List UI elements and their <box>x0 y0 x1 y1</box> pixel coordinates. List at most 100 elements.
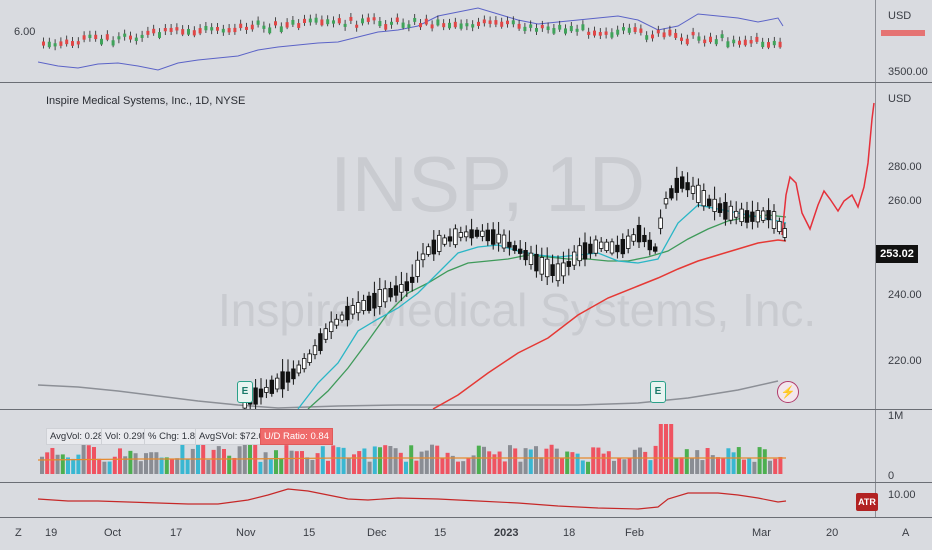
candle-body <box>328 321 334 333</box>
axis-left-letter[interactable]: Z <box>15 527 22 539</box>
volume-bar <box>227 455 232 474</box>
comparison-candle-body <box>146 30 150 35</box>
candle-body <box>382 288 388 303</box>
candle-body <box>528 252 534 265</box>
lightning-event-icon[interactable]: ⚡ <box>777 381 799 403</box>
atr-indicator-badge[interactable]: ATR <box>856 493 878 511</box>
pane-separator[interactable] <box>0 82 932 83</box>
volume-bar <box>684 449 689 474</box>
candle-body <box>631 234 636 242</box>
volume-bar <box>112 456 117 474</box>
axis-right-letter[interactable]: A <box>902 527 910 539</box>
comparison-candle-body <box>691 31 695 36</box>
time-axis[interactable]: Z A <box>0 518 932 550</box>
comparison-candle-body <box>158 32 161 38</box>
comparison-axis: USD 3500.00 <box>875 0 932 82</box>
volume-bar <box>331 445 336 474</box>
time-axis-label: 15 <box>434 527 447 539</box>
candle-body <box>696 184 701 203</box>
volume-bar <box>456 461 460 474</box>
candle-body <box>463 231 469 238</box>
candle-body <box>426 246 431 255</box>
comparison-candle-body <box>245 26 248 30</box>
volume-bar <box>487 451 492 474</box>
candle-body <box>280 371 285 390</box>
volume-bar <box>300 451 304 474</box>
volume-bar <box>627 458 632 474</box>
price-pane[interactable]: INSP, 1D Inspire Medical Systems, Inc. I… <box>0 83 932 409</box>
comparison-pane[interactable]: 6.00 USD 3500.00 <box>0 0 932 82</box>
price-axis-label: 220.00 <box>888 355 922 367</box>
chart-title[interactable]: Inspire Medical Systems, Inc., 1D, NYSE <box>46 95 246 107</box>
avg-volume-tag: AvgVol: 0.28M <box>46 428 116 445</box>
comparison-candle-body <box>610 32 614 38</box>
volume-bar <box>476 445 481 474</box>
comparison-candle-body <box>256 20 260 25</box>
volume-bar <box>279 458 284 474</box>
comparison-candle-body <box>743 39 747 46</box>
comparison-axis-currency: USD <box>888 10 912 22</box>
volume-bar <box>284 445 289 474</box>
comparison-candle-body <box>47 41 51 48</box>
volume-bar <box>664 424 668 474</box>
volume-bar <box>237 446 242 474</box>
atr-pane[interactable]: 10.00 <box>0 483 932 517</box>
candle-body <box>642 234 647 243</box>
pane-separator[interactable] <box>0 409 932 410</box>
candle-body <box>712 198 717 212</box>
comparison-candle-body <box>500 21 504 27</box>
pane-separator[interactable] <box>0 482 932 483</box>
volume-bar <box>716 457 720 474</box>
volume-bar <box>450 455 455 474</box>
comparison-candle-body <box>639 28 643 33</box>
comparison-candle-body <box>94 34 98 40</box>
volume-pane[interactable]: AvgVol: 0.28M Vol: 0.29M % Chg: 1.89% Av… <box>0 410 932 482</box>
volume-bar <box>357 451 362 474</box>
candle-body <box>474 229 480 237</box>
volume-bar <box>50 447 55 474</box>
time-axis-label: 20 <box>826 527 839 539</box>
earnings-badge[interactable]: E <box>650 381 666 403</box>
candle-body <box>566 261 571 267</box>
comparison-candle-body <box>291 19 295 25</box>
comparison-candle-body <box>163 28 167 32</box>
candle-body <box>269 379 274 394</box>
candle-body <box>593 239 598 254</box>
time-axis-label: 19 <box>45 527 58 539</box>
comparison-candle-body <box>697 36 701 41</box>
volume-bar <box>185 458 190 474</box>
candle-body <box>609 241 615 254</box>
volume-bar <box>71 458 76 474</box>
candle-body <box>496 233 501 244</box>
volume-bar <box>424 450 429 474</box>
volume-bar <box>341 447 346 474</box>
candle-body <box>485 229 490 242</box>
comparison-candle-body <box>772 40 776 46</box>
candle-body <box>490 229 496 245</box>
candle-body <box>539 257 544 275</box>
earnings-badge[interactable]: E <box>237 381 253 403</box>
volume-bar <box>45 452 50 474</box>
candle-body <box>409 276 415 283</box>
volume-bar <box>632 449 637 474</box>
volume-bar <box>378 447 382 474</box>
comparison-candle-body <box>390 21 393 25</box>
comparison-candle-body <box>506 20 509 25</box>
candle-body <box>420 253 426 261</box>
volume-bar <box>580 460 585 474</box>
candle-body <box>404 281 409 292</box>
comparison-axis-marker <box>881 30 925 36</box>
volume-bar <box>253 434 258 474</box>
volume-bar <box>565 451 570 474</box>
candle-body <box>680 176 685 189</box>
volume-bar <box>768 460 772 474</box>
candle-body <box>323 328 328 340</box>
candle-body <box>674 177 679 193</box>
price-axis[interactable]: USD 280.00 260.00 240.00 220.00 <box>875 83 932 409</box>
candle-body <box>615 244 620 253</box>
comparison-candle-body <box>343 23 347 27</box>
price-chart[interactable] <box>38 83 875 409</box>
candle-body <box>399 284 404 293</box>
comparison-candle-body <box>755 36 759 42</box>
volume-bar <box>757 447 762 474</box>
